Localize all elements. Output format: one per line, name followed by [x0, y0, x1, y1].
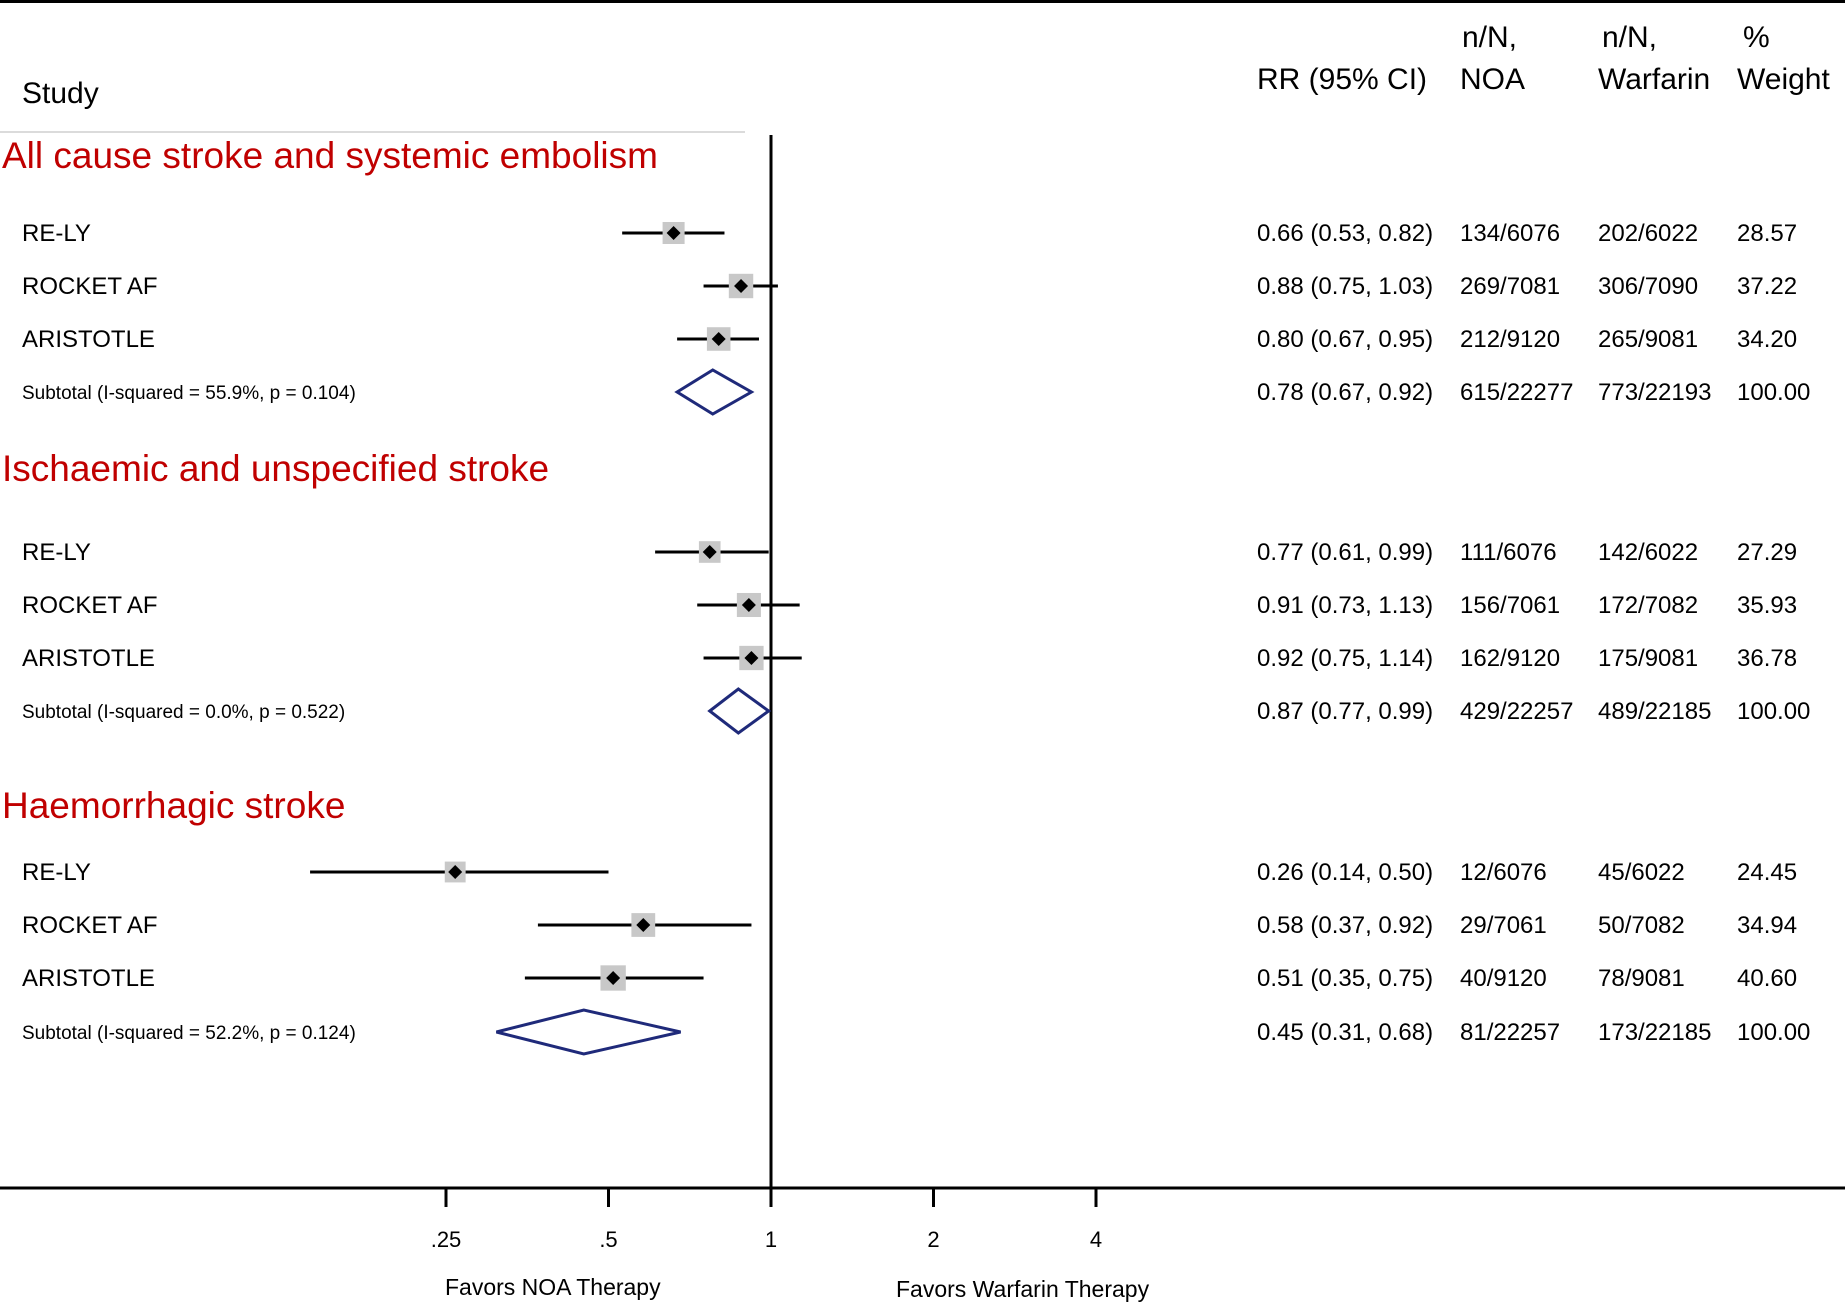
rr-ci-value: 0.78 (0.67, 0.92) [1257, 379, 1433, 406]
rr-ci-value: 0.45 (0.31, 0.68) [1257, 1019, 1433, 1046]
section-title: Haemorrhagic stroke [2, 785, 345, 826]
weight-value: 37.22 [1737, 273, 1797, 300]
point-estimate [744, 651, 759, 665]
study-name: RE-LY [22, 220, 91, 247]
weight-value: 34.94 [1737, 912, 1797, 939]
weight-value: 24.45 [1737, 859, 1797, 886]
section-title: Ischaemic and unspecified stroke [2, 448, 549, 489]
point-estimate [448, 865, 463, 879]
header-study: Study [22, 77, 99, 110]
rr-ci-value: 0.77 (0.61, 0.99) [1257, 539, 1433, 566]
rr-ci-value: 0.88 (0.75, 1.03) [1257, 273, 1433, 300]
study-name: RE-LY [22, 859, 91, 886]
noa-count: 615/22277 [1460, 379, 1573, 406]
noa-count: 29/7061 [1460, 912, 1547, 939]
pooled-diamond [674, 368, 755, 416]
subtotal-label: Subtotal (I-squared = 0.0%, p = 0.522) [22, 702, 345, 723]
x-tick-label: 4 [1090, 1227, 1102, 1252]
weight-value: 34.20 [1737, 326, 1797, 353]
noa-count: 269/7081 [1460, 273, 1560, 300]
noa-count: 81/22257 [1460, 1019, 1560, 1046]
rr-ci-value: 0.51 (0.35, 0.75) [1257, 965, 1433, 992]
point-estimate [741, 598, 756, 612]
weight-value: 27.29 [1737, 539, 1797, 566]
weight-value: 36.78 [1737, 645, 1797, 672]
warfarin-count: 78/9081 [1598, 965, 1685, 992]
rr-ci-value: 0.80 (0.67, 0.95) [1257, 326, 1433, 353]
noa-count: 40/9120 [1460, 965, 1547, 992]
weight-value: 100.00 [1737, 379, 1810, 406]
noa-count: 134/6076 [1460, 220, 1560, 247]
header-noa-line1: n/N, [1462, 21, 1517, 54]
x-tick-label: .5 [599, 1227, 617, 1252]
rr-ci-value: 0.58 (0.37, 0.92) [1257, 912, 1433, 939]
x-tick-label: 1 [765, 1227, 777, 1252]
rr-ci-value: 0.26 (0.14, 0.50) [1257, 859, 1433, 886]
warfarin-count: 173/22185 [1598, 1019, 1711, 1046]
header-noa-line2: NOA [1460, 63, 1525, 96]
pooled-diamond [707, 687, 772, 735]
point-estimate [711, 332, 726, 346]
warfarin-count: 142/6022 [1598, 539, 1698, 566]
warfarin-count: 306/7090 [1598, 273, 1698, 300]
point-estimate [606, 971, 621, 985]
warfarin-count: 489/22185 [1598, 698, 1711, 725]
header-warfarin-line2: Warfarin [1598, 63, 1710, 96]
header-weight-line1: % [1743, 21, 1770, 54]
warfarin-count: 50/7082 [1598, 912, 1685, 939]
warfarin-count: 202/6022 [1598, 220, 1698, 247]
study-name: ARISTOTLE [22, 326, 155, 353]
favors-warfarin-label: Favors Warfarin Therapy [896, 1276, 1150, 1302]
x-tick-label: 2 [927, 1227, 939, 1252]
subtotal-label: Subtotal (I-squared = 55.9%, p = 0.104) [22, 383, 356, 404]
noa-count: 111/6076 [1460, 539, 1557, 566]
weight-value: 100.00 [1737, 698, 1810, 725]
warfarin-count: 175/9081 [1598, 645, 1698, 672]
warfarin-count: 172/7082 [1598, 592, 1698, 619]
pooled-diamond [496, 1008, 681, 1056]
weight-value: 28.57 [1737, 220, 1797, 247]
header-warfarin-line1: n/N, [1602, 21, 1657, 54]
weight-value: 100.00 [1737, 1019, 1810, 1046]
section-title: All cause stroke and systemic embolism [2, 135, 658, 176]
noa-count: 429/22257 [1460, 698, 1573, 725]
point-estimate [702, 545, 717, 559]
rr-ci-value: 0.66 (0.53, 0.82) [1257, 220, 1433, 247]
study-name: ROCKET AF [22, 273, 158, 300]
noa-count: 12/6076 [1460, 859, 1547, 886]
header-rr: RR (95% CI) [1257, 63, 1427, 96]
point-estimate [636, 918, 651, 932]
favors-noa-label: Favors NOA Therapy [445, 1274, 661, 1300]
study-name: ROCKET AF [22, 592, 158, 619]
rr-ci-value: 0.92 (0.75, 1.14) [1257, 645, 1433, 672]
study-name: ARISTOTLE [22, 645, 155, 672]
noa-count: 162/9120 [1460, 645, 1560, 672]
rr-ci-value: 0.91 (0.73, 1.13) [1257, 592, 1433, 619]
warfarin-count: 773/22193 [1598, 379, 1711, 406]
x-tick-label: .25 [431, 1227, 462, 1252]
subtotal-label: Subtotal (I-squared = 52.2%, p = 0.124) [22, 1023, 356, 1044]
header-weight-line2: Weight [1737, 63, 1830, 96]
point-estimate [666, 226, 681, 240]
point-estimate [734, 279, 749, 293]
rr-ci-value: 0.87 (0.77, 0.99) [1257, 698, 1433, 725]
weight-value: 40.60 [1737, 965, 1797, 992]
noa-count: 156/7061 [1460, 592, 1560, 619]
study-name: RE-LY [22, 539, 91, 566]
warfarin-count: 265/9081 [1598, 326, 1698, 353]
weight-value: 35.93 [1737, 592, 1797, 619]
study-name: ARISTOTLE [22, 965, 155, 992]
study-name: ROCKET AF [22, 912, 158, 939]
noa-count: 212/9120 [1460, 326, 1560, 353]
warfarin-count: 45/6022 [1598, 859, 1685, 886]
